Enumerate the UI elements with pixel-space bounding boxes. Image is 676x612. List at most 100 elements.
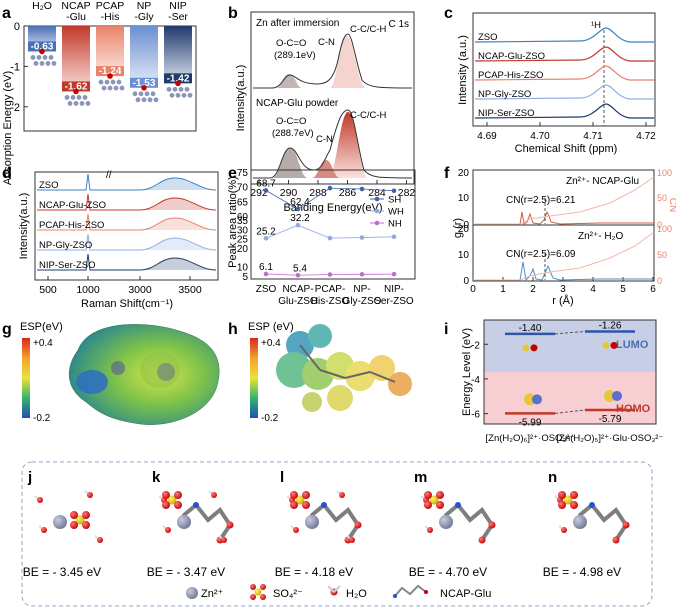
a-bar-cap: [28, 41, 56, 52]
e-legend-label: NH: [388, 219, 402, 230]
panel-c: Intensity (a.u.) Chemical Shift (ppm) ¹H…: [457, 12, 656, 155]
a-surface-atom: [36, 55, 42, 60]
panel-label-e: e: [228, 165, 237, 182]
e-point: [359, 235, 365, 240]
a-surface-atom: [116, 79, 122, 85]
panel-b-corner-label: C 1s: [388, 19, 409, 30]
c-xtick: 4.72: [636, 131, 656, 142]
c-series-label: PCAP-His-ZSO: [478, 70, 543, 81]
zn-ion: [305, 515, 319, 529]
panel-d-xlabel: Raman Shift(cm⁻¹): [81, 298, 173, 310]
e-point: [391, 188, 397, 194]
b-bot-ann-oco-1: O-C=O: [276, 116, 306, 127]
d-series-label: NCAP-Glu-ZSO: [39, 200, 106, 211]
e-category-label: ZSO: [256, 284, 277, 295]
e-value-label: 62.4: [290, 197, 310, 208]
panel-f-top-title: Zn²⁺- NCAP-Glu: [566, 176, 639, 187]
a-category-label: -Gly: [134, 11, 154, 23]
panel-c-ylabel: Intensity (a.u.): [457, 35, 469, 105]
sulfate-o: [174, 501, 182, 509]
f-ytick: 0: [463, 276, 469, 287]
a-value-label: -1.42: [167, 73, 190, 84]
c-series-line: [474, 27, 654, 43]
panel-label-h: h: [228, 321, 238, 338]
f-xtick: 2: [530, 284, 536, 295]
zn-ion: [439, 515, 453, 529]
f-xtick: 5: [620, 284, 626, 295]
a-surface-atom: [64, 95, 70, 100]
sulfate-o: [302, 501, 310, 509]
c-series-line: [474, 84, 654, 100]
e-point: [327, 185, 333, 191]
i-orbital: [532, 394, 542, 405]
i-homo-value: -5.99: [519, 417, 542, 428]
e-ytick: 20: [237, 244, 249, 255]
b-bot-cn-peak: [312, 160, 340, 178]
a-category-label: -His: [101, 11, 120, 23]
panel-d-ylabel: Intensity(a.u.): [18, 193, 30, 260]
d-xtick: 3000: [128, 284, 152, 296]
legend-so4: SO₄²⁻: [273, 588, 303, 600]
panel-f-ylabel: g (r): [452, 218, 464, 238]
a-surface-atom: [132, 91, 138, 97]
sulfate-o: [558, 501, 566, 509]
panel-a: Adsorption Energy (eV) 0 -1 -2 -0.63 H₂O -1.…: [2, 0, 197, 185]
f-top-cn: [473, 176, 655, 225]
sulfate-o: [290, 491, 298, 499]
b-top-ann-oco-1: O-C=O: [276, 38, 306, 49]
a-adsorbate-atom: [73, 88, 79, 95]
a-surface-atom: [144, 91, 150, 97]
a-surface-atom: [48, 55, 54, 60]
panel-label-b: b: [228, 5, 238, 22]
a-surface-atom: [107, 85, 113, 91]
zn-ion: [53, 515, 67, 529]
a-surface-atom: [30, 55, 36, 60]
f-xtick: 3: [560, 284, 566, 295]
water-molecule: [339, 492, 345, 498]
f-ytick: 20: [458, 224, 470, 235]
b-top-ann-cc: C-C/C-H: [350, 24, 387, 35]
b-xtick: 288: [309, 187, 327, 199]
e-ytick: 70: [237, 183, 249, 194]
e-value-label: 6.1: [259, 262, 273, 273]
a-category-label: H₂O: [32, 0, 52, 12]
e-category-label: Gly-ZSO: [343, 296, 382, 307]
a-adsorbate-atom: [175, 80, 181, 87]
esp-g-colorbar: [22, 338, 30, 418]
legend-h2o: H₂O: [346, 588, 367, 600]
water-molecule: [87, 492, 93, 498]
panel-h: ESP (eV) +0.4 -0.2: [248, 321, 412, 424]
c-xtick: 4.71: [583, 131, 603, 142]
f-bot-cn: [473, 231, 655, 281]
e-category-label: NP-: [353, 284, 370, 295]
a-bar: [130, 26, 158, 88]
e-legend-label: SH: [388, 195, 401, 206]
a-surface-atom: [33, 61, 39, 66]
sulfate-o: [570, 491, 578, 499]
binding-energy-l: BE = - 4.18 eV: [275, 565, 353, 579]
c-series-line: [474, 103, 654, 119]
a-surface-atom: [181, 92, 187, 98]
e-value-label: 68.7: [256, 178, 276, 189]
f-ytick-right: 100: [657, 168, 672, 178]
water-molecule: [561, 527, 567, 533]
panel-f-ylabel-right: CN: [667, 198, 676, 212]
panel-b: Intensity(a.u.) Banding Energy(eV) C 1s …: [235, 11, 415, 214]
a-surface-atom: [187, 92, 193, 98]
panel-i-cat-2: [Zn(H₂O)₅]²⁺·Glu·OSO₃²⁻: [557, 433, 664, 444]
sulfate-o: [424, 491, 432, 499]
a-adsorbate-atom: [39, 48, 45, 55]
e-value-label: 25.2: [256, 226, 276, 237]
sulfate-o: [302, 491, 310, 499]
sulfate-o: [174, 491, 182, 499]
water-molecule: [427, 527, 433, 533]
binding-energy-k: BE = - 3.47 eV: [147, 565, 225, 579]
d-xtick: 1000: [76, 284, 100, 296]
zn-ion: [573, 515, 587, 529]
sulfate-o: [162, 491, 170, 499]
a-surface-atom: [73, 101, 79, 106]
f-xtick: 0: [470, 284, 476, 295]
esp-h-colorbar: [250, 338, 258, 418]
e-category-label: His-ZSO: [311, 296, 350, 307]
